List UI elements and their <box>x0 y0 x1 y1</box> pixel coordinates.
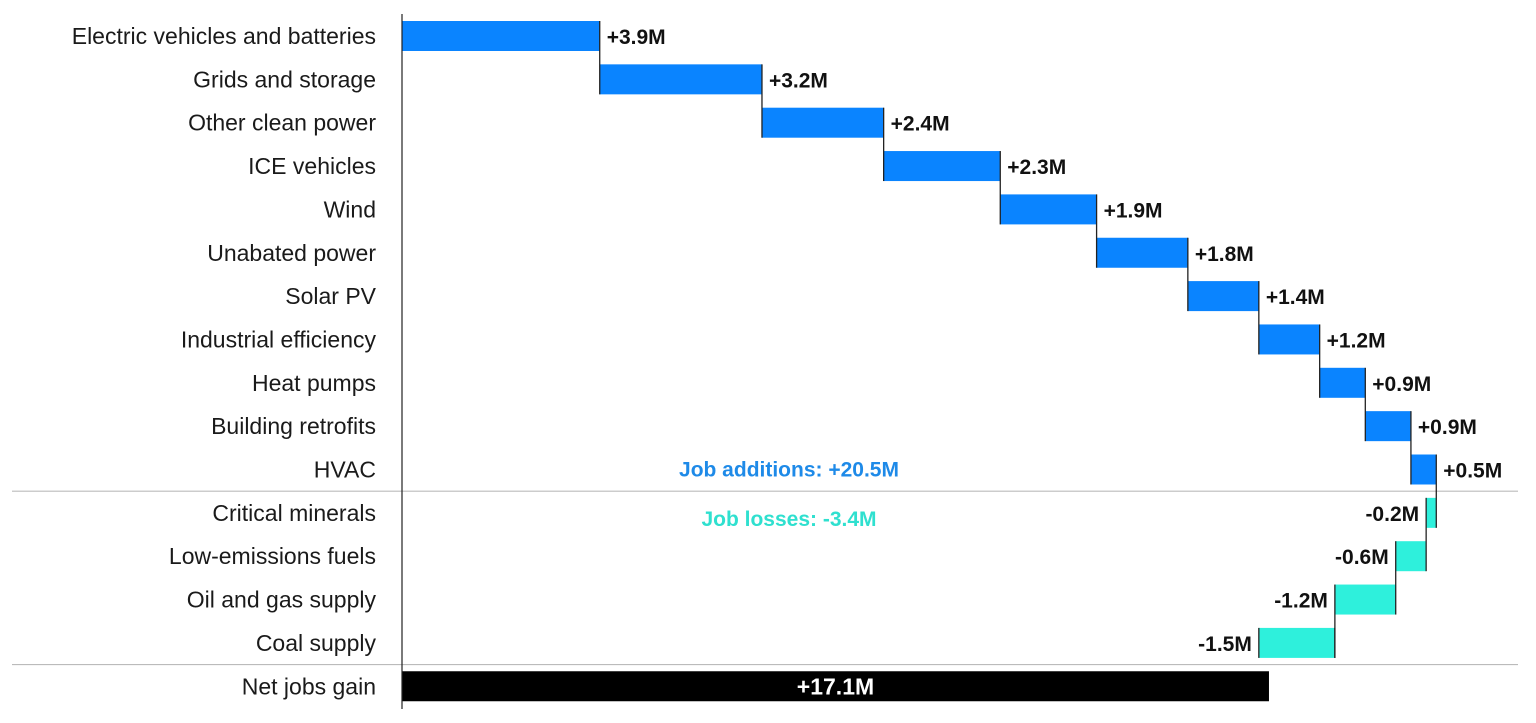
bar-11 <box>1410 454 1437 485</box>
section-dividers <box>12 490 1518 666</box>
value-label: +0.5M <box>1443 460 1502 483</box>
value-label: +17.1M <box>797 673 874 699</box>
category-label: Unabated power <box>207 240 376 266</box>
value-label: +2.4M <box>891 113 950 136</box>
category-label: Coal supply <box>256 630 377 656</box>
category-label: Critical minerals <box>212 500 376 526</box>
connectors <box>599 21 1437 658</box>
value-label: +3.9M <box>607 26 666 49</box>
job-losses-annotation: Job losses: -3.4M <box>701 508 876 531</box>
bar-7 <box>1187 281 1259 312</box>
category-label: Other clean power <box>188 110 376 136</box>
value-label: +0.9M <box>1372 373 1431 396</box>
bar-15 <box>1258 627 1335 658</box>
value-label: -0.6M <box>1335 546 1389 569</box>
value-labels: +3.9M +3.2M +2.4M +2.3M +1.9M +1.8M +1.4M+1.2M… <box>607 26 1503 699</box>
bar-13 <box>1395 541 1427 572</box>
bar-5 <box>1000 194 1097 225</box>
value-label: +1.4M <box>1266 286 1325 309</box>
category-label: Grids and storage <box>193 66 376 92</box>
value-label: +1.2M <box>1327 329 1386 352</box>
bar-2 <box>599 64 762 95</box>
category-label: ICE vehicles <box>248 153 376 179</box>
category-label: Heat pumps <box>252 370 376 396</box>
bar-10 <box>1365 411 1411 442</box>
value-label: +3.2M <box>769 69 828 92</box>
value-label: -1.2M <box>1274 590 1328 613</box>
bar-1 <box>402 21 600 51</box>
job-additions-annotation: Job additions: +20.5M <box>679 459 899 482</box>
bar-4 <box>883 151 1001 182</box>
category-label: Solar PV <box>285 283 376 309</box>
bar-6 <box>1096 237 1188 268</box>
value-label: +2.3M <box>1007 156 1066 179</box>
category-label: Low-emissions fuels <box>169 543 376 569</box>
value-label: +1.9M <box>1104 199 1163 222</box>
value-label: +0.9M <box>1418 416 1477 439</box>
bars <box>402 21 1437 702</box>
category-label: Electric vehicles and batteries <box>72 23 376 49</box>
bar-16 <box>402 671 1269 702</box>
category-label: Oil and gas supply <box>187 587 377 613</box>
category-label: Wind <box>324 196 376 222</box>
category-label: Net jobs gain <box>242 673 376 699</box>
category-labels: Electric vehicles and batteries Grids and… <box>72 23 377 699</box>
bar-9 <box>1319 367 1366 398</box>
bar-3 <box>761 107 884 138</box>
category-label: HVAC <box>314 457 376 483</box>
bar-8 <box>1258 324 1320 355</box>
bar-12 <box>1426 497 1437 528</box>
category-label: Industrial efficiency <box>181 326 377 352</box>
bar-14 <box>1334 584 1396 615</box>
value-label: +1.8M <box>1195 243 1254 266</box>
value-label: -1.5M <box>1198 633 1252 656</box>
value-label: -0.2M <box>1365 503 1419 526</box>
category-label: Building retrofits <box>211 413 376 439</box>
